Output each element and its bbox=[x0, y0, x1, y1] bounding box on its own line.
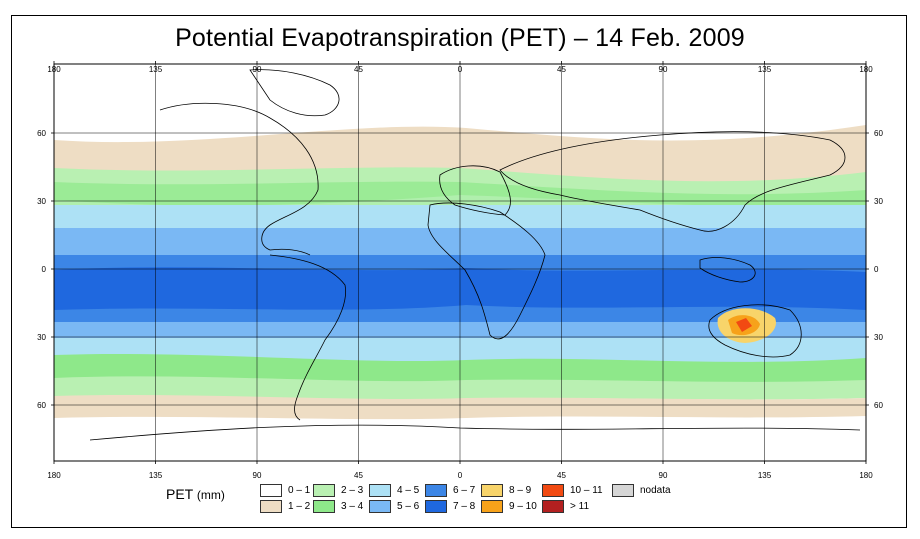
lon-label-top: 135 bbox=[758, 65, 772, 74]
lat-label-left: 0 bbox=[42, 265, 47, 274]
legend-item-2-3: 2 – 3 bbox=[313, 484, 363, 497]
legend-item-5-6: 5 – 6 bbox=[369, 500, 419, 513]
lon-label-top: 90 bbox=[253, 65, 262, 74]
legend-item-8-9: 8 – 9 bbox=[481, 484, 531, 497]
legend-label: 1 – 2 bbox=[288, 501, 311, 512]
legend-item-4-5: 4 – 5 bbox=[369, 484, 419, 497]
lon-label-bottom: 180 bbox=[859, 471, 873, 480]
legend-swatch bbox=[425, 484, 447, 497]
lat-label-left: 30 bbox=[37, 197, 46, 206]
lon-label-top: 45 bbox=[557, 65, 566, 74]
legend-swatch bbox=[425, 500, 447, 513]
lon-label-bottom: 135 bbox=[758, 471, 772, 480]
legend-item-9-10: 9 – 10 bbox=[481, 500, 537, 513]
lon-label-bottom: 45 bbox=[557, 471, 566, 480]
lat-label-left: 60 bbox=[37, 129, 46, 138]
legend-title-text: PET bbox=[166, 486, 193, 502]
lon-label-top: 45 bbox=[354, 65, 363, 74]
legend-label: 5 – 6 bbox=[397, 501, 420, 512]
legend-item-6-7: 6 – 7 bbox=[425, 484, 475, 497]
lon-label-bottom: 0 bbox=[458, 471, 463, 480]
legend-swatch bbox=[313, 500, 335, 513]
lon-label-bottom: 180 bbox=[47, 471, 61, 480]
legend-label: 4 – 5 bbox=[397, 485, 420, 496]
legend-item-gt-11: > 11 bbox=[542, 500, 589, 513]
lon-label-bottom: 135 bbox=[149, 471, 163, 480]
legend-swatch bbox=[313, 484, 335, 497]
legend-swatch bbox=[369, 500, 391, 513]
legend-label: nodata bbox=[640, 485, 671, 496]
lon-label-top: 180 bbox=[47, 65, 61, 74]
lon-label-top: 135 bbox=[149, 65, 163, 74]
legend-swatch bbox=[542, 484, 564, 497]
legend-swatch bbox=[542, 500, 564, 513]
legend-label: > 11 bbox=[570, 501, 589, 512]
legend-unit: (mm) bbox=[196, 488, 225, 502]
legend-item-1-2: 1 – 2 bbox=[260, 500, 310, 513]
legend-label: 7 – 8 bbox=[453, 501, 476, 512]
legend-swatch bbox=[260, 484, 282, 497]
legend-item-nodata: nodata bbox=[612, 484, 671, 497]
legend-swatch bbox=[260, 500, 282, 513]
legend-swatch bbox=[481, 500, 503, 513]
lat-label-right: 0 bbox=[874, 265, 879, 274]
lon-label-bottom: 90 bbox=[253, 471, 262, 480]
legend-swatch bbox=[369, 484, 391, 497]
legend-swatch bbox=[481, 484, 503, 497]
lon-label-top: 90 bbox=[659, 65, 668, 74]
legend-item-10-11: 10 – 11 bbox=[542, 484, 603, 497]
legend-label: 8 – 9 bbox=[509, 485, 532, 496]
legend-label: 2 – 3 bbox=[341, 485, 364, 496]
legend-label: 0 – 1 bbox=[288, 485, 311, 496]
legend-item-0-1: 0 – 1 bbox=[260, 484, 310, 497]
lat-label-right: 60 bbox=[874, 401, 883, 410]
lon-label-top: 180 bbox=[859, 65, 873, 74]
legend-swatch bbox=[612, 484, 634, 497]
legend-item-3-4: 3 – 4 bbox=[313, 500, 363, 513]
legend-item-7-8: 7 – 8 bbox=[425, 500, 475, 513]
graticule bbox=[54, 64, 866, 461]
lat-label-right: 30 bbox=[874, 197, 883, 206]
lon-label-top: 0 bbox=[458, 65, 463, 74]
legend-label: 3 – 4 bbox=[341, 501, 364, 512]
lat-label-right: 60 bbox=[874, 129, 883, 138]
legend-label: 9 – 10 bbox=[509, 501, 537, 512]
tick-marks bbox=[51, 61, 869, 464]
lat-label-right: 30 bbox=[874, 333, 883, 342]
lat-label-left: 30 bbox=[37, 333, 46, 342]
map-title: Potential Evapotranspiration (PET) – 14 … bbox=[175, 24, 745, 52]
legend-title: PET (mm) bbox=[166, 486, 225, 502]
lat-label-left: 60 bbox=[37, 401, 46, 410]
legend-label: 6 – 7 bbox=[453, 485, 476, 496]
lon-label-bottom: 90 bbox=[659, 471, 668, 480]
lon-label-bottom: 45 bbox=[354, 471, 363, 480]
legend-label: 10 – 11 bbox=[570, 485, 603, 496]
